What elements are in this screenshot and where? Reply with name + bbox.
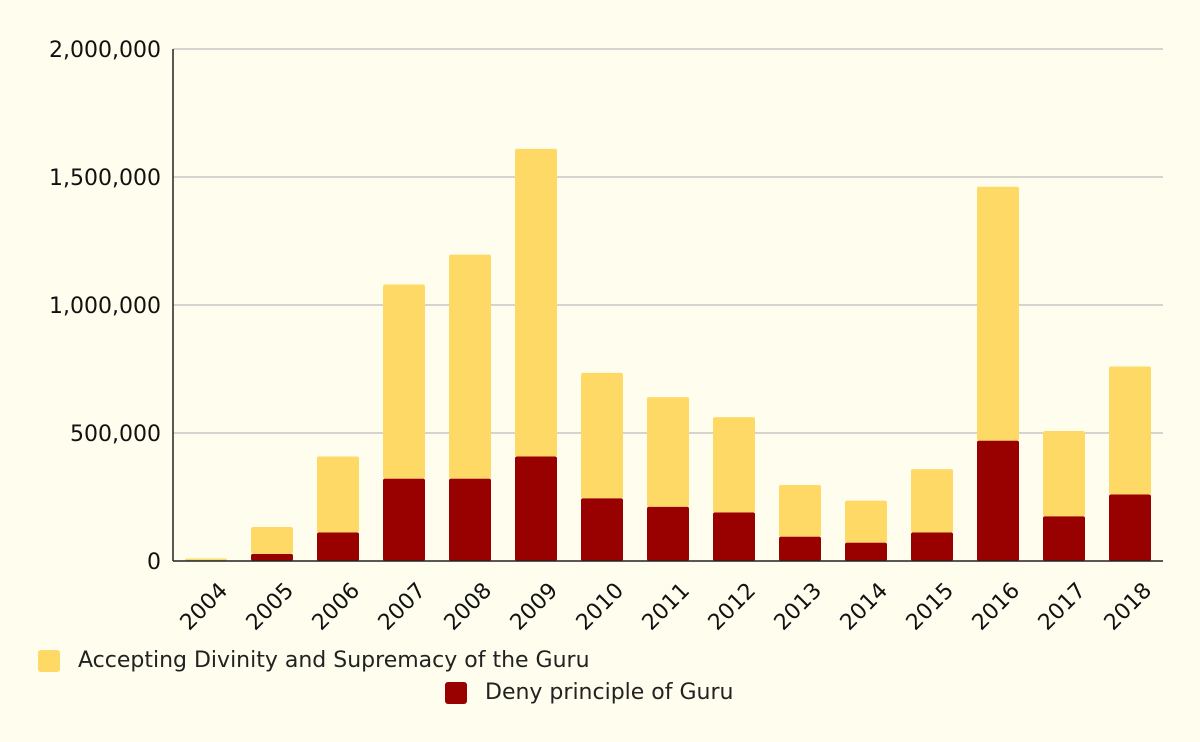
bar-accepting-2018[interactable] (1109, 366, 1151, 495)
legend-item-deny[interactable]: Deny principle of Guru (445, 680, 734, 705)
x-tick-label: 2006 (308, 578, 365, 635)
y-tick-label: 500,000 (70, 422, 161, 447)
bar-deny-2011[interactable] (647, 506, 689, 561)
bar-deny-2014[interactable] (845, 542, 887, 561)
x-tick-label: 2011 (638, 578, 695, 635)
legend-label-deny: Deny principle of Guru (485, 680, 734, 705)
bar-deny-2009[interactable] (515, 456, 557, 561)
x-tick-label: 2014 (836, 578, 893, 635)
bar-deny-2012[interactable] (713, 512, 755, 561)
bar-deny-2005[interactable] (251, 553, 293, 561)
x-tick-labels: 2004 2005 2006 2007 2008 2009 2010 2011 2012 2013… (176, 578, 1157, 635)
axes (172, 49, 1163, 562)
bar-accepting-2015[interactable] (911, 469, 953, 533)
bar-deny-2017[interactable] (1043, 516, 1085, 561)
legend-swatch-accepting (38, 649, 60, 672)
x-tick-label: 2005 (242, 578, 299, 635)
bar-accepting-2012[interactable] (713, 417, 755, 513)
y-tick-label: 1,500,000 (49, 166, 161, 191)
x-tick-label: 2012 (704, 578, 761, 635)
y-tick-label: 2,000,000 (49, 38, 161, 63)
bar-accepting-2009[interactable] (515, 148, 557, 457)
x-tick-label: 2018 (1100, 578, 1157, 635)
bar-accepting-2017[interactable] (1043, 430, 1085, 517)
bar-accepting-2016[interactable] (977, 186, 1019, 441)
y-tick-label: 0 (147, 550, 161, 575)
x-tick-label: 2009 (506, 578, 563, 635)
y-tick-labels: 0 500,000 1,000,000 1,500,000 2,000,000 (49, 38, 161, 575)
x-tick-label: 2007 (374, 578, 431, 635)
bar-deny-2006[interactable] (317, 532, 359, 561)
bar-accepting-2010[interactable] (581, 372, 623, 499)
x-tick-label: 2008 (440, 578, 497, 635)
legend-item-accepting[interactable]: Accepting Divinity and Supremacy of the … (38, 648, 590, 673)
bar-accepting-2011[interactable] (647, 397, 689, 507)
bar-accepting-2014[interactable] (845, 500, 887, 543)
bar-accepting-2005[interactable] (251, 526, 293, 554)
bar-accepting-2013[interactable] (779, 484, 821, 537)
x-tick-label: 2016 (968, 578, 1025, 635)
bar-deny-2010[interactable] (581, 498, 623, 561)
bar-deny-2007[interactable] (383, 478, 425, 561)
x-tick-label: 2015 (902, 578, 959, 635)
bar-accepting-2006[interactable] (317, 456, 359, 533)
bar-accepting-2007[interactable] (383, 284, 425, 479)
bar-deny-2008[interactable] (449, 478, 491, 561)
x-tick-label: 2013 (770, 578, 827, 635)
bar-deny-2016[interactable] (977, 440, 1019, 561)
legend-label-accepting: Accepting Divinity and Supremacy of the … (78, 648, 590, 673)
bar-deny-2018[interactable] (1109, 494, 1151, 561)
legend-swatch-deny (445, 681, 467, 704)
x-tick-label: 2017 (1034, 578, 1091, 635)
x-tick-label: 2004 (176, 578, 233, 635)
x-tick-label: 2010 (572, 578, 629, 635)
y-tick-label: 1,000,000 (49, 294, 161, 319)
bar-deny-2013[interactable] (779, 536, 821, 561)
bar-deny-2015[interactable] (911, 532, 953, 561)
bar-accepting-2008[interactable] (449, 254, 491, 479)
bar-series (185, 148, 1151, 561)
bar-accepting-2004[interactable] (185, 558, 227, 561)
